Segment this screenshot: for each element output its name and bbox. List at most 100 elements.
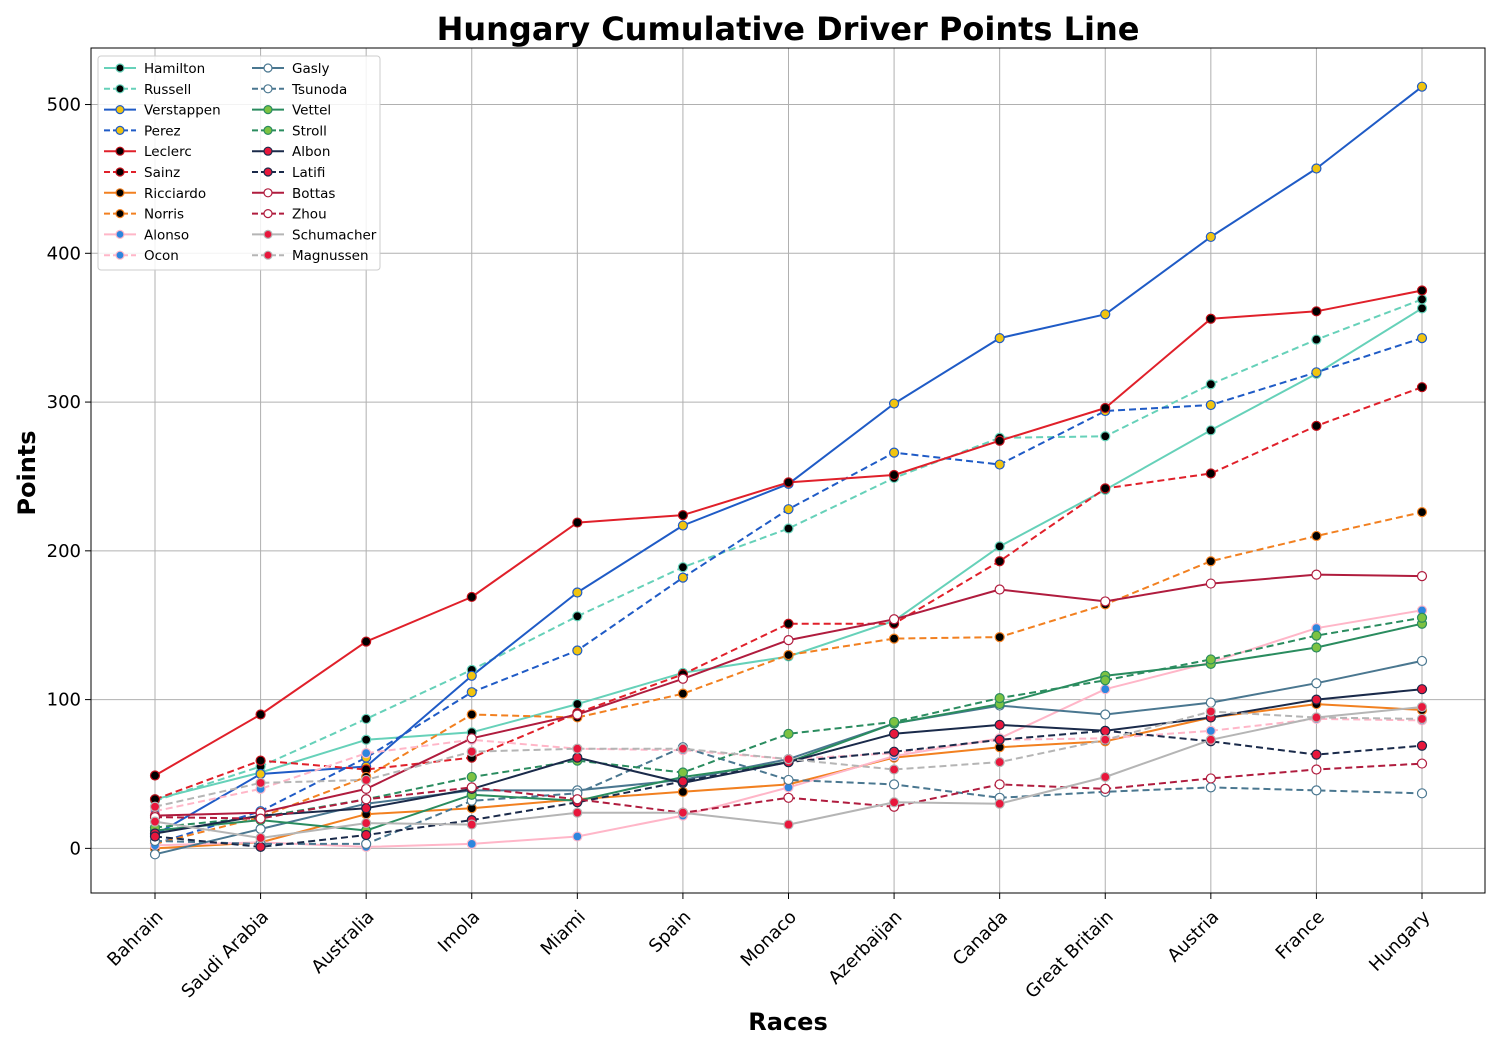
data-point [1205,399,1216,411]
data-point [466,838,477,850]
data-point [361,794,372,805]
data-point [1100,684,1111,695]
data-point [1416,684,1428,695]
data-point [572,807,583,818]
data-point [1100,771,1111,783]
legend-marker [263,229,273,239]
data-point [677,786,689,797]
data-point [361,713,372,725]
x-tick-label: Bahrain [103,907,167,971]
data-point [888,764,900,775]
data-point [783,792,794,803]
data-point [783,819,794,830]
data-point [1416,303,1428,314]
data-point [255,777,266,789]
data-point [994,779,1005,790]
legend-label: Zhou [292,207,327,223]
data-point [1311,694,1322,705]
data-point [466,733,477,744]
data-point [1100,483,1111,494]
data-point [255,755,266,766]
data-point [783,477,794,488]
legend-marker [263,104,273,115]
legend-label: Latifi [292,165,325,181]
legend-marker [115,229,125,239]
data-point [1311,630,1322,641]
data-point [994,556,1005,567]
legend-marker [263,188,273,198]
data-point [255,841,266,852]
legend-label: Norris [144,207,184,223]
legend-marker [115,125,125,135]
data-point [1416,571,1428,582]
data-point [1205,313,1216,324]
data-point [677,510,689,521]
data-point [361,783,372,794]
data-point [1311,678,1322,689]
data-point [888,728,900,739]
data-point [677,673,689,684]
data-point [466,709,477,720]
data-point [783,728,794,739]
legend-label: Tsunoda [291,82,347,98]
data-point [1205,578,1216,589]
data-point [1416,758,1428,769]
legend-marker [263,209,273,219]
data-point [149,831,161,842]
data-point [677,767,689,778]
y-tick-label: 400 [47,243,81,264]
data-point [572,743,583,754]
data-point [888,469,900,481]
legend-marker [263,250,273,260]
data-point [1311,642,1322,653]
x-tick-label: Saudi Arabia [177,907,273,1003]
data-point [572,709,583,720]
data-point [466,746,477,757]
data-point [994,541,1005,552]
legend-box [97,55,381,271]
data-point [994,435,1005,446]
data-point [255,768,266,780]
legend-marker [115,250,125,260]
data-point [994,584,1005,595]
x-tick-label: Hungary [1365,906,1434,975]
data-point [572,645,583,656]
x-tick-label: Imola [434,907,484,957]
data-point [1100,734,1111,745]
legend-marker [115,84,125,94]
data-point [1416,788,1428,799]
legend-label: Magnussen [292,248,369,264]
x-tick-label: France [1272,907,1329,964]
legend-marker [263,146,273,156]
y-tick-label: 500 [47,95,81,116]
data-point [361,636,372,647]
data-point [1311,764,1322,775]
x-tick-label: Spain [645,907,695,957]
data-point [1205,697,1216,708]
series-markers [149,81,1428,860]
data-point [1205,706,1216,717]
data-point [466,771,477,783]
legend-label: Verstappen [144,103,221,119]
data-point [677,562,689,573]
data-point [149,816,161,827]
legend: Hamilton Russell Verstappen Perez Leclerc Sai… [97,55,381,271]
data-point [888,447,900,458]
legend-marker [263,84,273,94]
legend-marker [115,63,125,73]
data-point [1205,725,1216,736]
data-point [1311,749,1322,760]
x-tick-label: Australia [307,907,378,978]
data-point [994,734,1005,745]
data-point [361,838,372,850]
x-tick-label: Miami [537,907,590,960]
data-point [255,823,266,835]
legend-marker [115,146,125,156]
x-tick-label: Great Britain [1021,907,1117,1003]
data-point [361,803,372,814]
data-point [1416,81,1428,92]
data-point [1311,367,1322,378]
data-point [783,634,794,646]
